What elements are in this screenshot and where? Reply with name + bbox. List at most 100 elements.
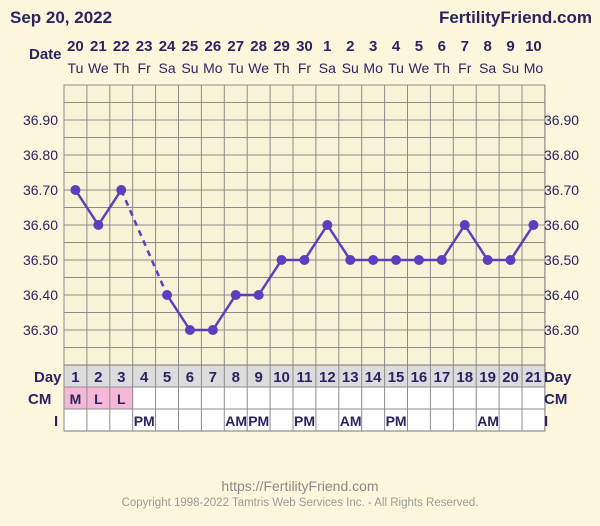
y-tick-label: 36.70 [544,182,579,198]
cycle-day-label: 7 [209,369,217,386]
y-tick-label: 36.40 [23,287,58,303]
date-label: 1 [323,38,331,55]
y-tick-label: 36.50 [544,252,579,268]
cycle-day-label: 9 [254,369,262,386]
day-row-label-right: Day [544,369,572,386]
temperature-point [299,255,310,265]
cycle-day-label: 13 [342,369,359,386]
date-label: 29 [273,38,290,55]
i-value: AM [225,413,247,429]
temperature-point [162,290,173,300]
cycle-day-label: 15 [388,369,405,386]
i-value: AM [477,413,499,429]
series-line-segment [257,258,283,297]
cycle-day-label: 3 [117,369,125,386]
cm-cell-highlight [64,387,87,409]
i-row-label-left: I [54,413,58,430]
cm-row-label-left: CM [28,391,51,408]
temperature-point [253,290,264,300]
i-row-label-right: I [544,413,548,430]
series-line-segment [509,223,535,262]
y-tick-label: 36.40 [544,287,579,303]
series-line-segment [303,223,329,262]
temperature-point [276,255,287,265]
i-value: PM [248,413,269,429]
weekday-label: Tu [68,60,84,76]
weekday-label: Th [434,60,450,76]
weekday-label: Mo [203,60,223,76]
series-line-segment [165,293,192,332]
series-line-segment [211,293,237,332]
date-label: 9 [506,38,514,55]
weekday-label: We [248,60,269,76]
temperature-point [70,185,81,195]
y-axis-right: 36.90 36.80 36.70 36.60 36.50 36.40 36.30 [544,112,579,338]
cm-value: M [70,391,82,407]
temperature-point [413,255,424,265]
weekday-label: Sa [479,60,496,76]
y-tick-label: 36.60 [544,217,579,233]
temperature-point [459,220,470,230]
weekday-label: Fr [458,60,472,76]
y-tick-label: 36.30 [544,322,579,338]
series-line-segment [74,188,100,227]
cycle-day-label: 6 [186,369,194,386]
cycle-day-label: 2 [94,369,102,386]
y-tick-label: 36.50 [23,252,58,268]
weekday-label: We [409,60,430,76]
date-label: 10 [525,38,542,55]
date-label: 20 [67,38,84,55]
date-label: 25 [182,38,199,55]
date-label: 22 [113,38,130,55]
weekday-label: Tu [388,60,404,76]
weekday-label: Su [502,60,519,76]
temperature-series [70,185,539,335]
weekday-label: Fr [298,60,312,76]
date-label: 7 [461,38,469,55]
weekday-label: Sa [158,60,175,76]
cycle-day-label: 18 [456,369,473,386]
date-label: 8 [483,38,491,55]
weekday-label: Tu [228,60,244,76]
date-label: 5 [415,38,423,55]
cycle-day-label: 4 [140,369,149,386]
temperature-point [391,255,402,265]
i-value: PM [134,413,155,429]
cycle-day-label: 5 [163,369,171,386]
temperature-point [93,220,104,230]
temperature-point [322,220,333,230]
series-dashed-segment [120,189,169,296]
footer-url[interactable]: https://FertilityFriend.com [221,478,379,494]
date-label: 28 [250,38,267,55]
date-label: 2 [346,38,354,55]
date-label: 30 [296,38,313,55]
cm-cell-highlight [109,387,133,409]
series-line-segment [440,223,466,262]
series-line-segment [463,223,489,262]
cycle-day-label: 11 [297,369,313,386]
temperature-point [207,325,218,335]
bbt-chart: Date 20Tu21We22Th23Fr24Sa25Su26Mo27Tu28W… [23,38,579,432]
temperature-point [116,185,127,195]
date-label: 4 [392,38,401,55]
weekday-label: Th [273,60,289,76]
cycle-day-label: 8 [232,369,240,386]
i-value: AM [340,413,362,429]
cycle-day-label: 10 [273,369,290,386]
y-tick-label: 36.30 [23,322,58,338]
date-label: 21 [90,38,107,55]
temperature-point [230,290,241,300]
day-row-label-left: Day [34,369,62,386]
temperature-point [345,255,356,265]
weekday-label: Fr [138,60,152,76]
date-label: 23 [136,38,153,55]
date-row-label: Date [29,46,62,63]
temperature-point [184,325,195,335]
y-tick-label: 36.90 [544,112,579,128]
cycle-day-label: 21 [525,369,542,386]
cycle-day-label: 20 [502,369,519,386]
cycle-day-label: 17 [434,369,451,386]
y-tick-label: 36.80 [23,147,58,163]
